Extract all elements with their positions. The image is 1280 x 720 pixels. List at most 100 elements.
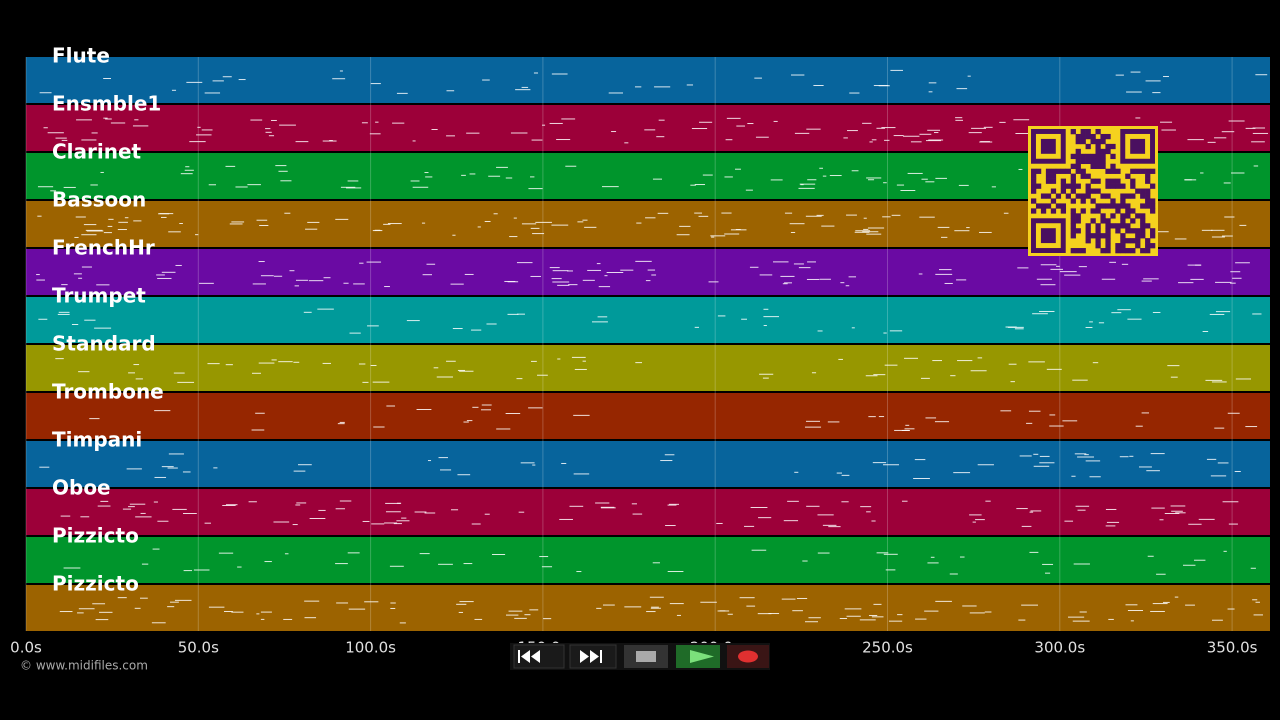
qr-cell bbox=[1055, 203, 1062, 209]
qr-cell bbox=[1040, 203, 1047, 209]
qr-cell bbox=[1150, 233, 1156, 239]
qr-cell bbox=[1110, 223, 1116, 229]
qr-cell bbox=[1135, 228, 1141, 234]
qr-cell bbox=[1095, 243, 1101, 249]
qr-cell bbox=[1105, 133, 1111, 140]
qr-cell bbox=[1105, 193, 1111, 199]
qr-cell bbox=[1035, 168, 1042, 174]
qr-cell bbox=[1110, 143, 1116, 150]
qr-cell bbox=[1095, 228, 1101, 234]
qr-cell bbox=[1035, 183, 1042, 189]
qr-cell bbox=[1100, 218, 1106, 224]
time-tick-label: 0.0s bbox=[10, 639, 42, 657]
qr-cell bbox=[1095, 143, 1101, 150]
qr-cell bbox=[1120, 198, 1126, 204]
qr-cell bbox=[1090, 153, 1096, 160]
qr-cell bbox=[1150, 243, 1156, 249]
qr-cell bbox=[1150, 183, 1156, 189]
qr-cell bbox=[1095, 158, 1101, 165]
qr-cell bbox=[1125, 223, 1131, 229]
stop-button[interactable] bbox=[624, 645, 668, 668]
qr-cell bbox=[1105, 178, 1111, 184]
qr-cell bbox=[1095, 138, 1101, 145]
qr-cell bbox=[1100, 138, 1106, 145]
qr-cell bbox=[1070, 173, 1076, 179]
qr-cell bbox=[1140, 193, 1146, 199]
qr-cell bbox=[1140, 213, 1146, 219]
qr-cell bbox=[1115, 178, 1121, 184]
qr-cell bbox=[1070, 228, 1076, 234]
qr-cell bbox=[1140, 248, 1146, 254]
qr-cell bbox=[1120, 248, 1126, 254]
qr-cell bbox=[1070, 163, 1076, 169]
qr-cell bbox=[1130, 193, 1136, 199]
qr-cell bbox=[1070, 188, 1076, 194]
qr-cell bbox=[1125, 173, 1131, 179]
time-tick-label: 300.0s bbox=[1034, 639, 1085, 657]
track-row bbox=[26, 57, 1270, 103]
qr-cell bbox=[1080, 198, 1086, 204]
qr-cell bbox=[1115, 228, 1121, 234]
qr-cell bbox=[1140, 218, 1146, 224]
qr-cell bbox=[1070, 183, 1076, 189]
qr-cell bbox=[1080, 138, 1086, 145]
qr-cell bbox=[1095, 208, 1101, 214]
qr-cell bbox=[1050, 208, 1057, 214]
notes bbox=[36, 69, 1269, 624]
track-row bbox=[26, 537, 1270, 583]
qr-cell bbox=[1145, 248, 1151, 254]
qr-cell bbox=[1095, 188, 1101, 194]
qr-cell bbox=[1100, 148, 1106, 155]
qr-cell bbox=[1085, 173, 1091, 179]
qr-cell bbox=[1105, 203, 1111, 209]
qr-cell bbox=[1085, 133, 1091, 140]
qr-cell bbox=[1095, 178, 1101, 184]
track-name: Trombone bbox=[52, 380, 164, 404]
qr-cell bbox=[1075, 228, 1081, 234]
qr-cell bbox=[1140, 233, 1146, 239]
qr-cell bbox=[1095, 238, 1101, 244]
qr-cell bbox=[1115, 183, 1121, 189]
qr-cell bbox=[1145, 238, 1151, 244]
qr-cell bbox=[1035, 203, 1042, 209]
track-name: Flute bbox=[52, 44, 110, 68]
time-tick-label: 350.0s bbox=[1207, 639, 1258, 657]
qr-cell bbox=[1105, 218, 1111, 224]
qr-cell bbox=[1085, 158, 1091, 165]
qr-cell bbox=[1080, 208, 1086, 214]
qr-cell bbox=[1090, 158, 1096, 165]
qr-cell bbox=[1095, 129, 1101, 135]
qr-cell bbox=[1070, 233, 1076, 239]
qr-cell bbox=[1120, 213, 1126, 219]
qr-cell bbox=[1110, 153, 1116, 160]
qr-cell bbox=[1105, 233, 1111, 239]
qr-cell bbox=[1080, 158, 1086, 165]
qr-cell bbox=[1150, 203, 1156, 209]
rewind-button[interactable] bbox=[513, 644, 565, 669]
qr-finder bbox=[1040, 138, 1056, 154]
qr-cell bbox=[1145, 203, 1151, 209]
qr-cell bbox=[1125, 213, 1131, 219]
qr-cell bbox=[1120, 238, 1126, 244]
qr-cell bbox=[1095, 223, 1101, 229]
qr-cell bbox=[1115, 203, 1121, 209]
time-tick-label: 50.0s bbox=[178, 639, 219, 657]
qr-cell bbox=[1050, 198, 1057, 204]
qr-cell bbox=[1105, 168, 1111, 174]
qr-cell bbox=[1115, 243, 1121, 249]
qr-cell bbox=[1130, 168, 1136, 174]
time-tick-label: 250.0s bbox=[862, 639, 913, 657]
qr-cell bbox=[1135, 233, 1141, 239]
play-button[interactable] bbox=[676, 645, 720, 668]
track-row bbox=[26, 489, 1270, 535]
fast-forward-button[interactable] bbox=[569, 644, 617, 669]
qr-cell bbox=[1065, 168, 1071, 174]
record-button[interactable] bbox=[727, 645, 769, 668]
qr-cell bbox=[1120, 203, 1126, 209]
qr-cell bbox=[1065, 193, 1071, 199]
qr-cell bbox=[1031, 178, 1037, 184]
qr-cell bbox=[1060, 168, 1067, 174]
qr-cell bbox=[1050, 188, 1057, 194]
qr-cell bbox=[1080, 133, 1086, 140]
